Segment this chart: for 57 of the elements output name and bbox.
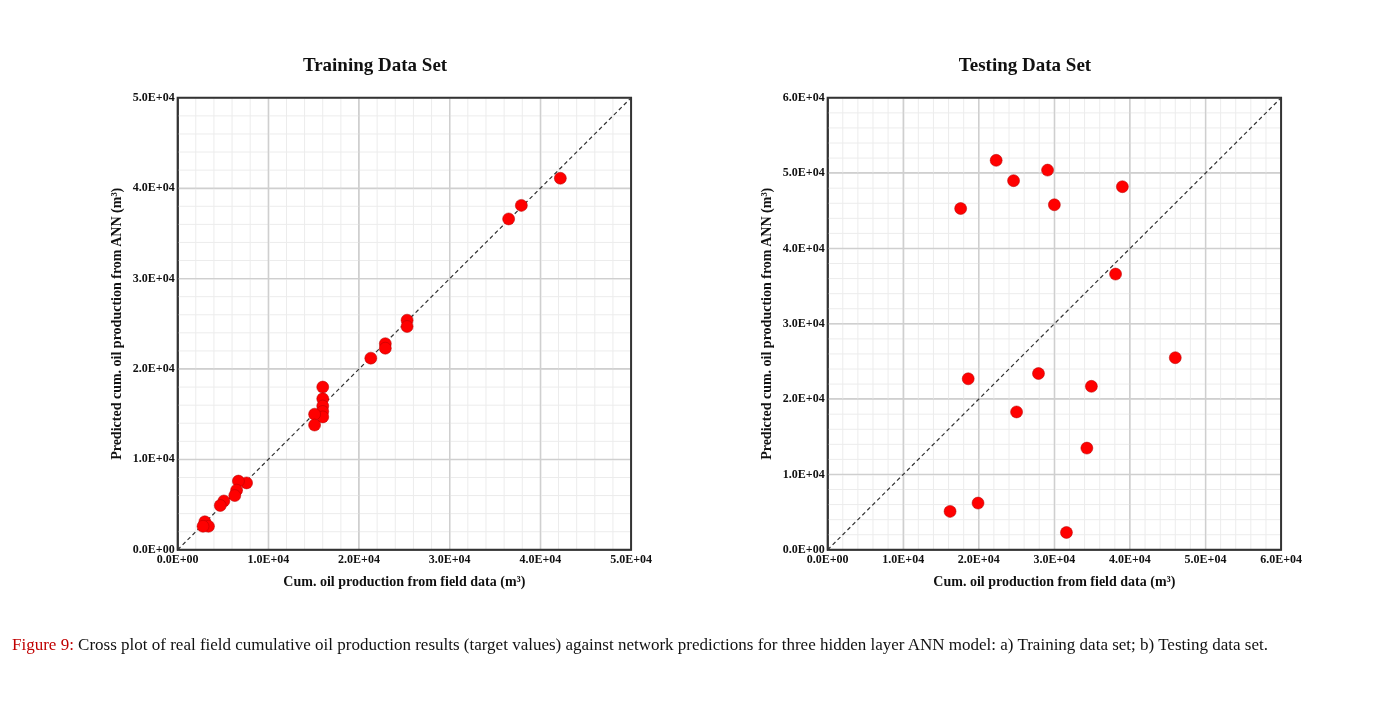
x-tick-label: 2.0E+04 bbox=[957, 552, 1000, 567]
point bbox=[196, 520, 210, 533]
y-tick-label: 1.0E+04 bbox=[132, 451, 175, 466]
y-tick-label: 5.0E+04 bbox=[132, 89, 175, 104]
x-tick-label: 5.0E+04 bbox=[610, 552, 652, 567]
point bbox=[515, 199, 528, 212]
point bbox=[308, 418, 321, 432]
point bbox=[943, 505, 957, 518]
point bbox=[1116, 180, 1129, 193]
y-tick-label: 6.0E+04 bbox=[782, 89, 825, 104]
y-axis-title: Predicted cum. oil production from ANN (m³) bbox=[109, 187, 126, 460]
point bbox=[400, 320, 414, 333]
chart-title: Testing Data Set bbox=[958, 54, 1092, 76]
y-axis-title: Predicted cum. oil production from ANN (m³) bbox=[759, 187, 776, 460]
point bbox=[1085, 380, 1098, 393]
point bbox=[1109, 267, 1122, 281]
point bbox=[228, 489, 242, 502]
point bbox=[502, 212, 515, 226]
point bbox=[954, 202, 967, 215]
point bbox=[961, 372, 975, 386]
point bbox=[1060, 526, 1073, 539]
y-tick-label: 4.0E+04 bbox=[782, 240, 825, 255]
point bbox=[364, 351, 378, 365]
y-tick-label: 2.0E+04 bbox=[782, 391, 825, 406]
y-tick-label: 5.0E+04 bbox=[782, 165, 825, 180]
point bbox=[971, 496, 985, 510]
point bbox=[308, 407, 321, 421]
x-tick-label: 6.0E+04 bbox=[1260, 552, 1302, 567]
x-axis-title: Cum. oil production from field data (m³) bbox=[933, 574, 1176, 591]
caption: Figure 9: Cross plot of real field cumulative oil production results (target values) against network predictions for three hidden layer ANN model: a) Training data set; b) Testing data set. bbox=[12, 634, 1269, 656]
point bbox=[1032, 367, 1045, 380]
point bbox=[1041, 163, 1054, 177]
point bbox=[379, 341, 392, 355]
point bbox=[1048, 198, 1061, 212]
x-tick-label: 1.0E+04 bbox=[882, 552, 925, 567]
point bbox=[214, 499, 227, 512]
x-tick-label: 3.0E+04 bbox=[428, 552, 471, 567]
point bbox=[1169, 351, 1182, 364]
point bbox=[989, 154, 1003, 167]
x-tick-label: 1.0E+04 bbox=[247, 552, 290, 567]
x-tick-label: 4.0E+04 bbox=[1109, 552, 1151, 567]
point bbox=[316, 380, 329, 394]
x-tick-label: 4.0E+04 bbox=[519, 552, 562, 567]
y-tick-label: 3.0E+04 bbox=[782, 315, 825, 330]
y-tick-label: 1.0E+04 bbox=[782, 466, 825, 481]
x-axis-title: Cum. oil production from field data (m³) bbox=[283, 574, 526, 591]
x-tick-label: 5.0E+04 bbox=[1184, 552, 1227, 567]
point bbox=[1010, 405, 1023, 419]
chart-title: Training Data Set bbox=[302, 54, 448, 76]
y-tick-label: 4.0E+04 bbox=[132, 180, 175, 195]
point bbox=[1080, 441, 1094, 455]
y-tick-label: 3.0E+04 bbox=[132, 270, 175, 285]
point bbox=[1007, 174, 1020, 187]
x-tick-label: 3.0E+04 bbox=[1033, 552, 1076, 567]
point bbox=[554, 172, 567, 185]
x-tick-label: 2.0E+04 bbox=[338, 552, 380, 567]
y-tick-label: 2.0E+04 bbox=[132, 361, 175, 376]
